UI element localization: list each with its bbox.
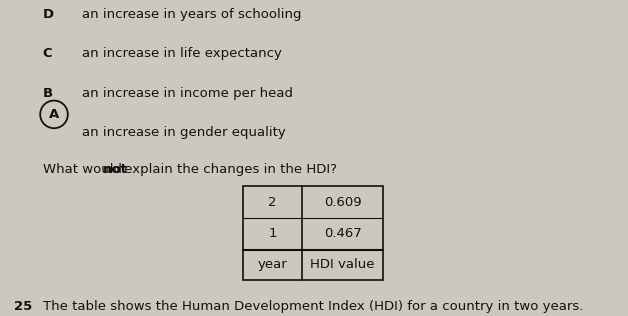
Text: The table shows the Human Development Index (HDI) for a country in two years.: The table shows the Human Development In… (43, 300, 583, 313)
Text: 1: 1 (268, 227, 277, 240)
Text: C: C (43, 47, 52, 60)
Text: 25: 25 (14, 300, 32, 313)
Text: year: year (257, 258, 288, 271)
Text: 0.467: 0.467 (323, 227, 362, 240)
Text: HDI value: HDI value (310, 258, 375, 271)
Text: D: D (43, 8, 54, 21)
Text: an increase in years of schooling: an increase in years of schooling (82, 8, 301, 21)
Text: not: not (103, 163, 128, 176)
Text: B: B (43, 87, 53, 100)
Text: What would: What would (43, 163, 126, 176)
Text: 0.609: 0.609 (324, 196, 361, 209)
Text: an increase in income per head: an increase in income per head (82, 87, 293, 100)
Text: 2: 2 (268, 196, 277, 209)
Text: A: A (49, 108, 59, 121)
Text: an increase in gender equality: an increase in gender equality (82, 126, 285, 139)
FancyBboxPatch shape (242, 186, 383, 280)
Text: an increase in life expectancy: an increase in life expectancy (82, 47, 281, 60)
Text: explain the changes in the HDI?: explain the changes in the HDI? (120, 163, 337, 176)
